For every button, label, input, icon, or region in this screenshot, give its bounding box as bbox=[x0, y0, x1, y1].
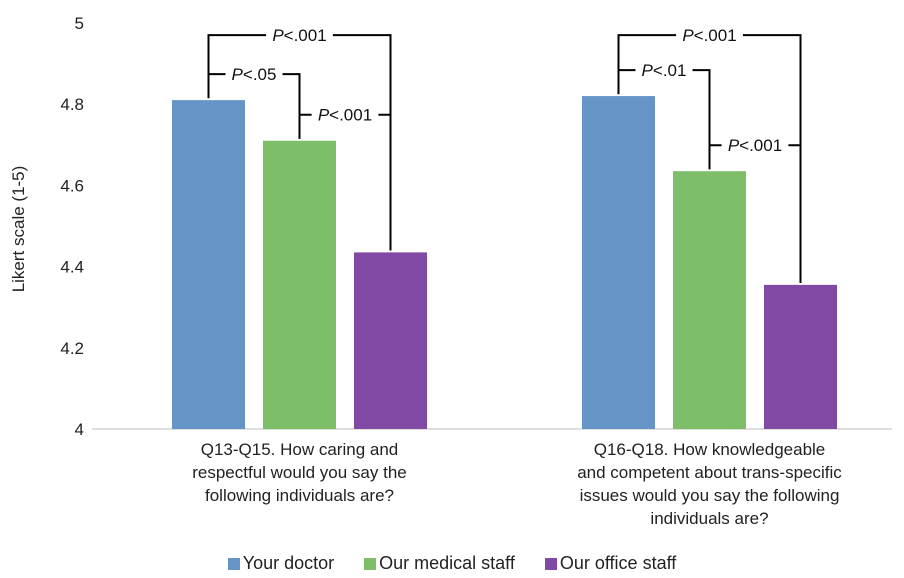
category-label: Q13-Q15. How caring and bbox=[201, 440, 399, 459]
significance-label: P<.001 bbox=[682, 26, 736, 45]
category-label: individuals are? bbox=[650, 509, 768, 528]
legend-item: Your doctor bbox=[227, 553, 335, 574]
bar bbox=[673, 171, 746, 429]
legend-label: Our medical staff bbox=[379, 553, 515, 573]
category-label: Q16-Q18. How knowledgeable bbox=[594, 440, 826, 459]
y-tick-label: 4.8 bbox=[60, 95, 84, 114]
legend-label: Our office staff bbox=[559, 553, 677, 573]
y-tick-label: 5 bbox=[75, 14, 84, 33]
y-tick-label: 4.6 bbox=[60, 176, 84, 195]
category-label: issues would you say the following bbox=[580, 486, 840, 505]
legend-swatch bbox=[544, 557, 557, 570]
bar bbox=[354, 252, 427, 429]
category-label: and competent about trans-specific bbox=[577, 463, 842, 482]
bar bbox=[764, 284, 837, 429]
bar bbox=[263, 140, 336, 430]
y-tick-label: 4 bbox=[75, 420, 84, 439]
significance-bracket bbox=[298, 113, 392, 251]
significance-label: P<.001 bbox=[272, 26, 326, 45]
legend-swatch bbox=[364, 557, 377, 570]
bar bbox=[172, 100, 245, 429]
significance-label: P<.05 bbox=[232, 65, 277, 84]
legend-item: Our medical staff bbox=[364, 553, 515, 574]
legend-swatch bbox=[227, 557, 240, 570]
legend: Your doctor Our medical staff Our office s… bbox=[0, 553, 904, 574]
significance-bracket bbox=[617, 69, 711, 170]
category-label: respectful would you say the bbox=[192, 463, 407, 482]
significance-label: P<.001 bbox=[728, 136, 782, 155]
significance-label: P<.01 bbox=[642, 61, 687, 80]
bar bbox=[582, 96, 655, 429]
significance-bracket bbox=[708, 144, 802, 283]
significance-label: P<.001 bbox=[318, 106, 372, 125]
legend-item: Our office staff bbox=[544, 553, 677, 574]
category-label: following individuals are? bbox=[205, 486, 394, 505]
y-axis-label: Likert scale (1-5) bbox=[9, 166, 28, 293]
bar-chart: Likert scale (1-5) 4 4.2 4.4 4.6 4.8 5 P<.001… bbox=[9, 14, 892, 528]
y-tick-label: 4.4 bbox=[60, 258, 84, 277]
y-tick-label: 4.2 bbox=[60, 339, 84, 358]
legend-label: Your doctor bbox=[242, 553, 335, 573]
